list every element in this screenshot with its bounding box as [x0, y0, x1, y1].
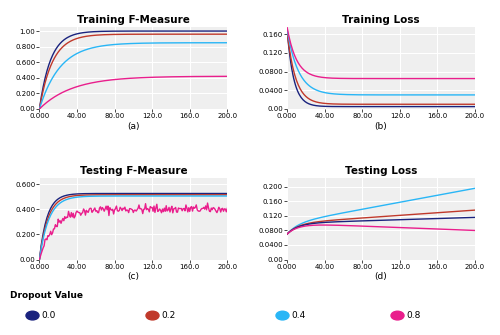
Text: Dropout Value: Dropout Value [10, 291, 83, 300]
X-axis label: (a): (a) [127, 122, 140, 131]
Text: 0.4: 0.4 [292, 311, 306, 320]
Title: Training F-Measure: Training F-Measure [77, 15, 190, 25]
Title: Training Loss: Training Loss [342, 15, 420, 25]
Title: Testing F-Measure: Testing F-Measure [80, 165, 187, 176]
Text: 0.2: 0.2 [162, 311, 176, 320]
Title: Testing Loss: Testing Loss [345, 165, 417, 176]
Text: 0.8: 0.8 [406, 311, 421, 320]
X-axis label: (b): (b) [374, 122, 388, 131]
X-axis label: (c): (c) [128, 272, 140, 281]
X-axis label: (d): (d) [374, 272, 388, 281]
Text: 0.0: 0.0 [42, 311, 56, 320]
